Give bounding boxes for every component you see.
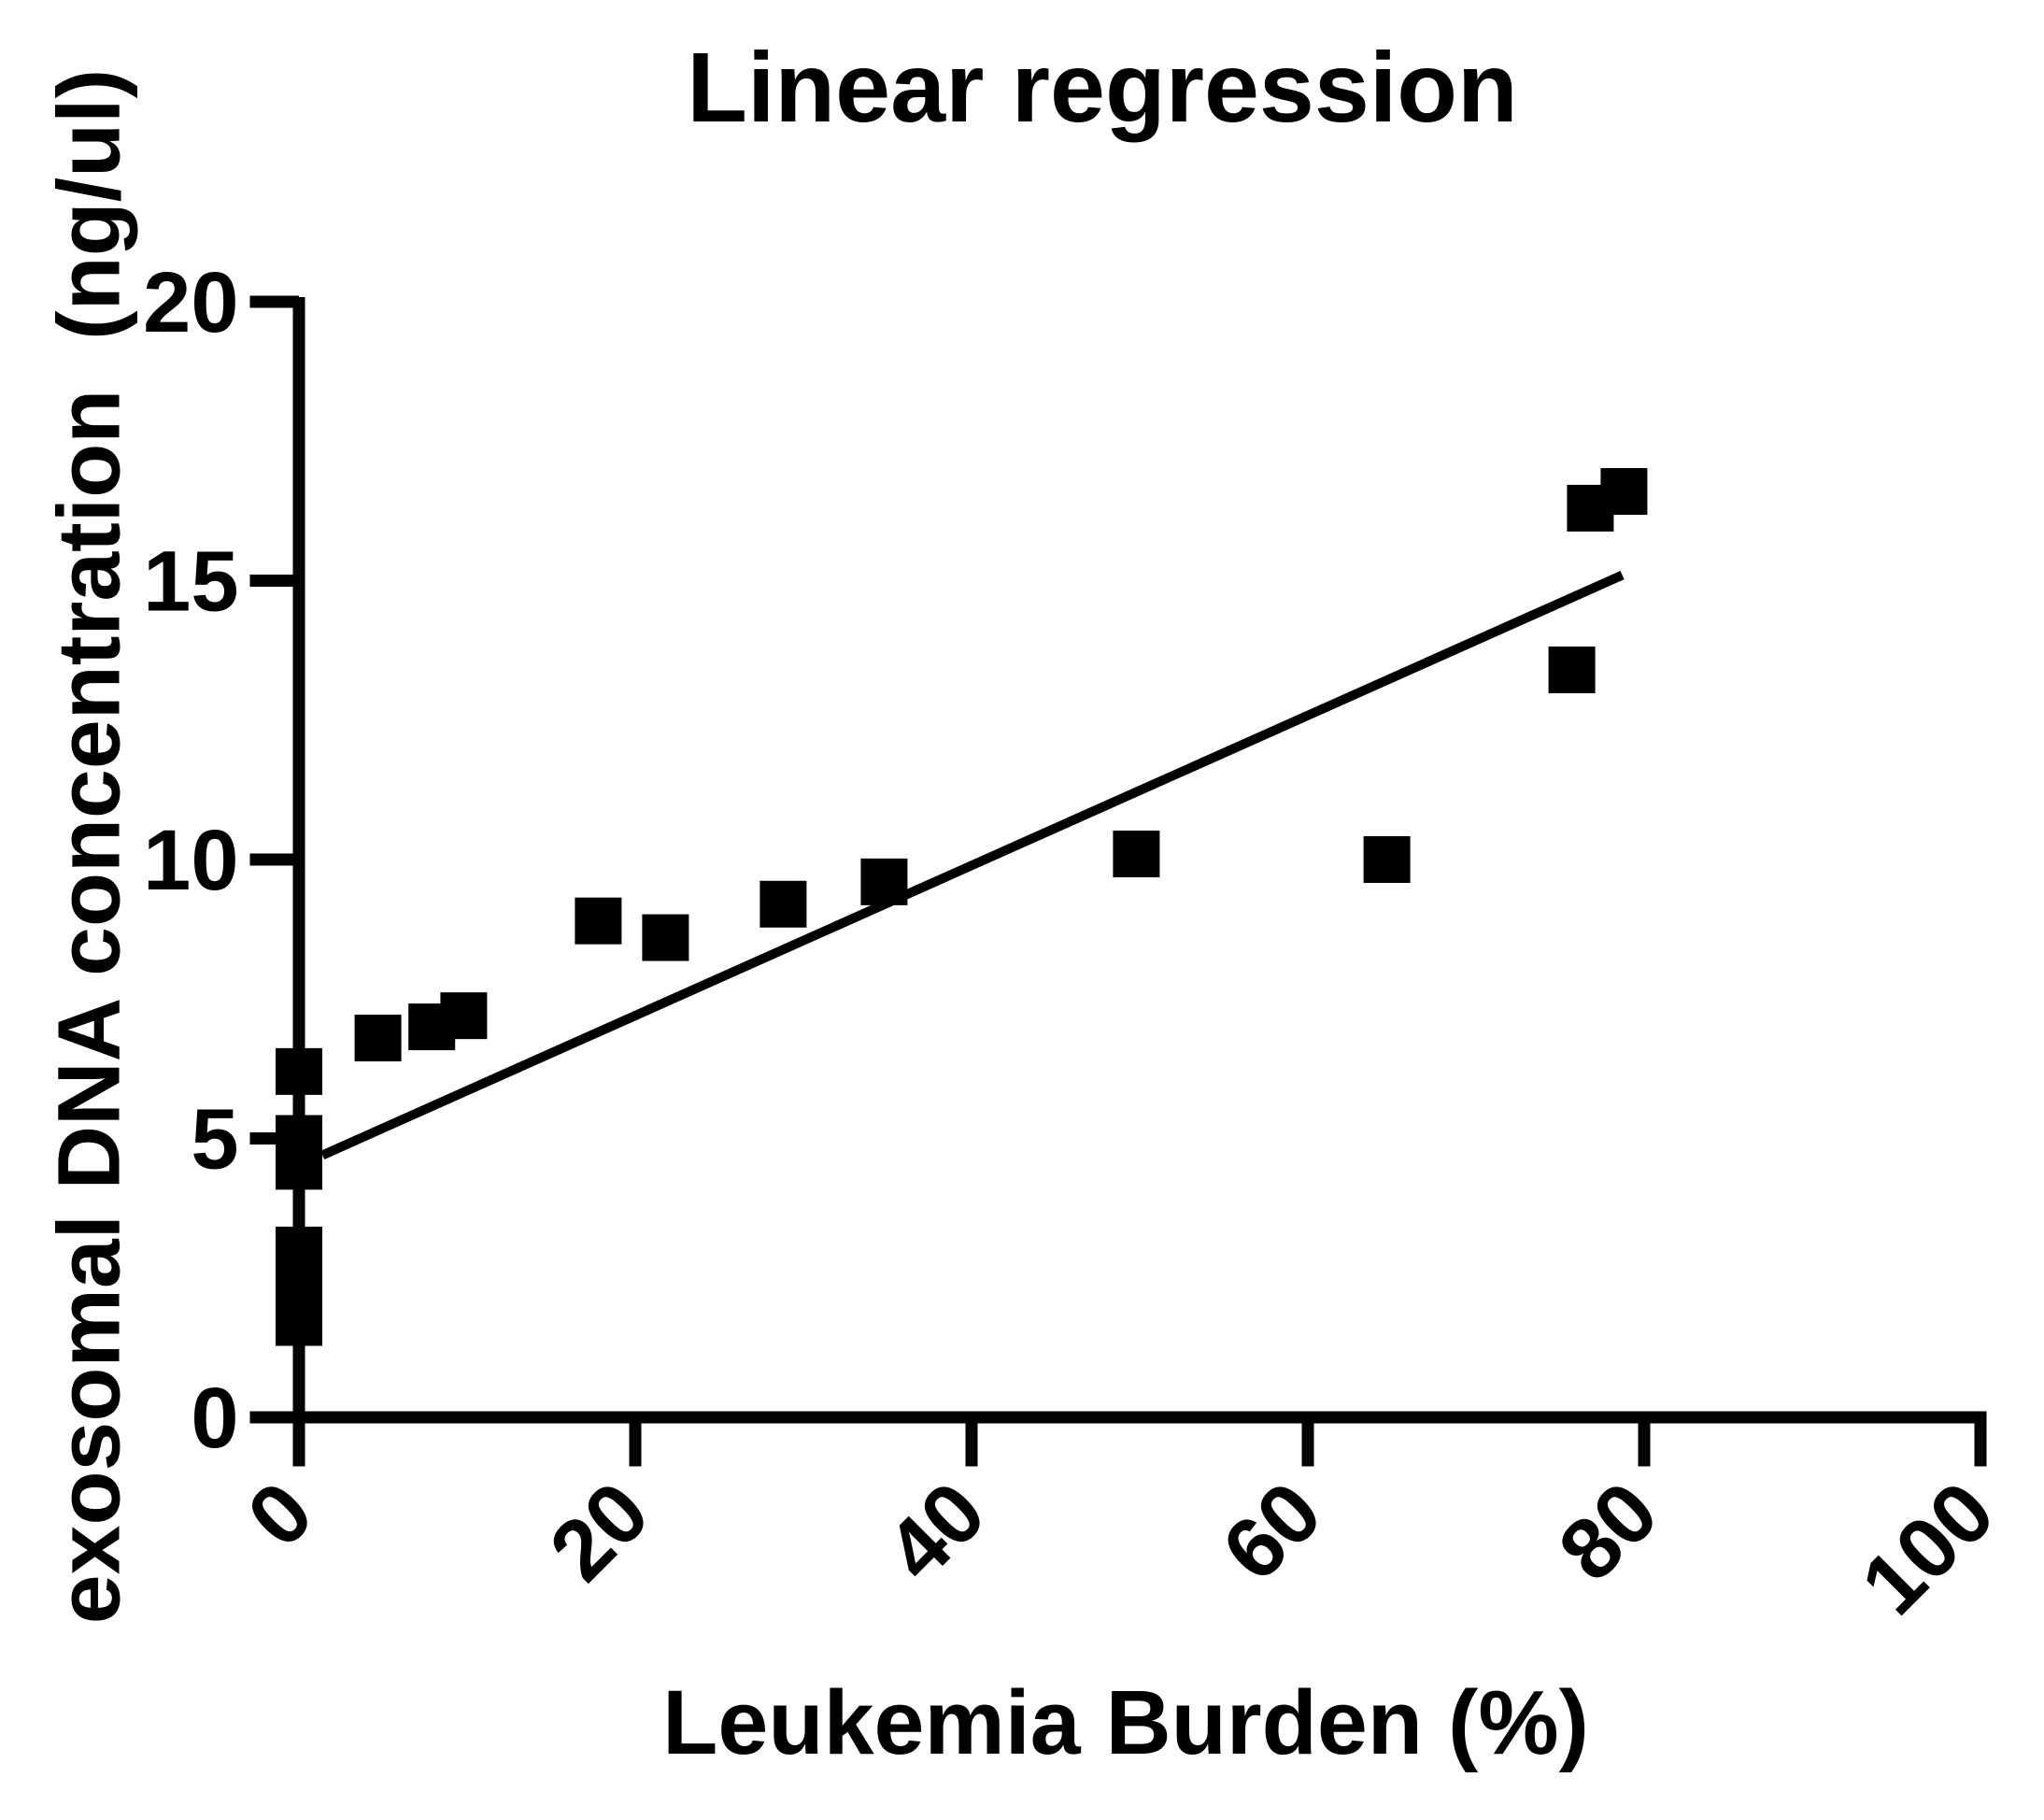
data-point-marker	[1600, 467, 1648, 515]
data-point-marker	[1363, 836, 1411, 883]
x-tick-label: 40	[869, 1464, 1003, 1599]
data-point-marker	[354, 1015, 402, 1062]
data-point-marker	[1113, 831, 1160, 878]
data-point-marker	[575, 897, 622, 945]
x-tick-label: 20	[532, 1464, 667, 1599]
data-point-marker	[276, 1047, 322, 1095]
data-point-marker	[276, 1299, 322, 1346]
data-point-marker	[276, 1143, 322, 1190]
y-tick-label: 0	[191, 1371, 238, 1466]
y-tick-label: 15	[143, 534, 238, 630]
x-tick-label: 0	[230, 1464, 331, 1565]
y-tick-label: 20	[143, 255, 238, 350]
data-point-marker	[440, 992, 488, 1040]
y-tick-label: 10	[143, 813, 238, 908]
data-point-marker	[642, 914, 689, 961]
chart-title: Linear regression	[687, 33, 1518, 143]
data-point-marker	[1548, 647, 1596, 694]
x-tick-label: 80	[1541, 1464, 1676, 1599]
regression-line	[320, 570, 1625, 1159]
x-tick-label: 100	[1843, 1464, 2012, 1633]
x-axis-title: Leukemia Burden (%)	[662, 1671, 1589, 1773]
x-tick-label: 60	[1205, 1464, 1340, 1599]
data-point-marker	[759, 880, 807, 928]
y-tick-label: 5	[191, 1092, 238, 1187]
